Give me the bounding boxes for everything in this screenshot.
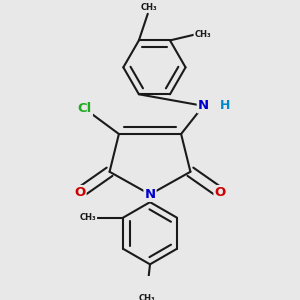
Text: CH₃: CH₃ — [139, 294, 155, 300]
Text: H: H — [220, 99, 231, 112]
Text: N: N — [198, 99, 209, 112]
Text: N: N — [144, 188, 156, 201]
Text: O: O — [214, 186, 226, 199]
Text: Cl: Cl — [78, 102, 92, 115]
Text: CH₃: CH₃ — [80, 213, 96, 222]
Text: CH₃: CH₃ — [194, 30, 211, 39]
Text: O: O — [74, 186, 86, 199]
Text: CH₃: CH₃ — [141, 3, 158, 12]
